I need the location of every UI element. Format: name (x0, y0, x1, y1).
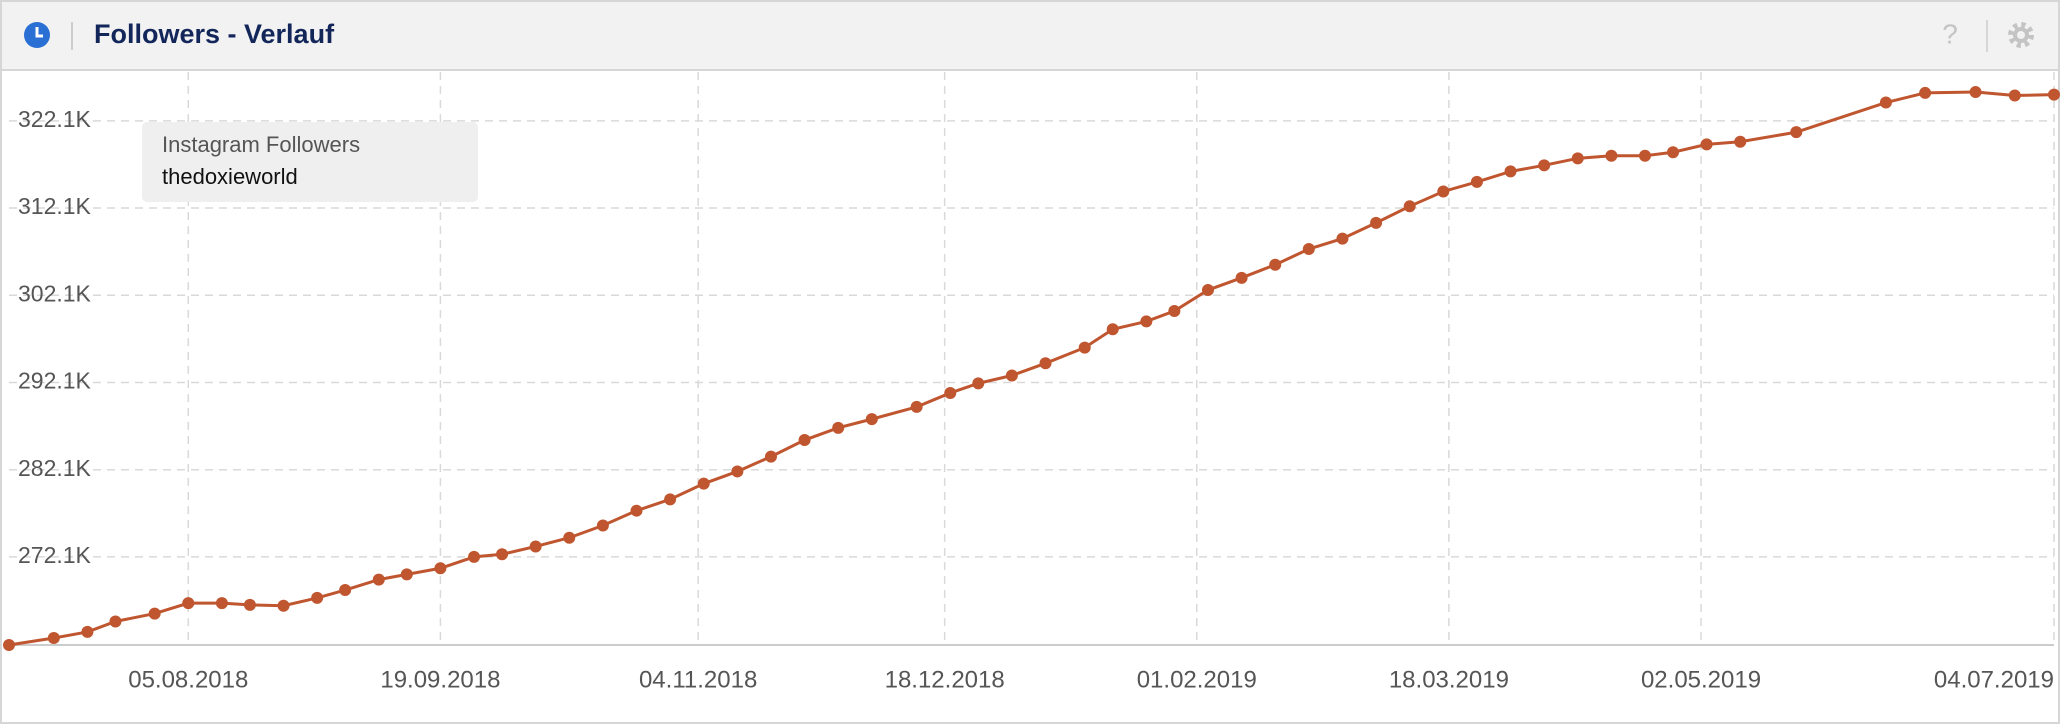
data-point (1269, 258, 1282, 271)
y-tick-label: 272.1K (18, 542, 92, 568)
x-tick-label: 01.02.2019 (1137, 666, 1257, 693)
data-point (865, 413, 878, 426)
data-point (1734, 135, 1747, 148)
data-point (1639, 149, 1651, 162)
data-point (1106, 323, 1119, 336)
data-point (311, 591, 324, 604)
data-point (563, 531, 576, 544)
data-point (1039, 357, 1052, 370)
y-tick-label: 282.1K (18, 455, 92, 481)
data-point (1403, 200, 1416, 213)
data-point (277, 599, 290, 612)
data-point (972, 377, 985, 390)
data-point (664, 493, 677, 506)
header-bar (2, 2, 2058, 70)
data-point (1470, 175, 1483, 188)
data-point (1879, 96, 1892, 109)
data-point (529, 540, 542, 553)
x-tick-label: 04.07.2019 (1934, 666, 2054, 693)
data-point (3, 639, 15, 651)
y-tick-label: 322.1K (18, 106, 92, 132)
data-point (400, 568, 413, 581)
data-point (468, 550, 481, 563)
data-point (1571, 152, 1584, 165)
data-point (944, 386, 957, 399)
legend-entry: thedoxieworld (162, 164, 298, 189)
data-point (1336, 232, 1349, 245)
data-point (339, 584, 352, 597)
x-tick-label: 19.09.2018 (380, 666, 500, 693)
data-point (81, 625, 94, 638)
help-button[interactable]: ? (1942, 18, 1958, 49)
data-point (1078, 341, 1091, 354)
data-point (1538, 159, 1551, 172)
title: Followers - Verlauf (94, 19, 335, 49)
data-point (731, 465, 744, 478)
data-point (1790, 126, 1803, 139)
data-point (47, 632, 60, 645)
x-tick-label: 02.05.2019 (1641, 666, 1761, 693)
data-point (1969, 86, 1982, 99)
data-point (1005, 369, 1018, 382)
data-point (496, 548, 509, 561)
data-point (372, 573, 385, 586)
data-point (832, 421, 845, 434)
data-point (2008, 89, 2021, 102)
data-point (1235, 271, 1248, 284)
data-point (1201, 284, 1214, 297)
data-point (148, 607, 161, 620)
x-tick-label: 05.08.2018 (128, 666, 248, 693)
legend-title: Instagram Followers (162, 132, 360, 157)
y-tick-label: 292.1K (18, 368, 92, 394)
data-point (1667, 146, 1680, 159)
data-point (910, 400, 923, 413)
x-tick-label: 18.03.2019 (1389, 666, 1509, 693)
data-point (243, 598, 256, 611)
data-point (1370, 216, 1383, 229)
data-point (764, 450, 777, 463)
y-tick-label: 312.1K (18, 193, 92, 219)
data-point (1140, 315, 1153, 328)
legend-box (142, 122, 478, 202)
data-point (1168, 304, 1181, 317)
y-tick-label: 302.1K (18, 280, 92, 306)
data-point (596, 519, 609, 532)
data-point (798, 434, 811, 447)
clock-icon (24, 22, 50, 48)
data-point (434, 562, 447, 575)
data-point (697, 477, 710, 490)
data-point (182, 597, 195, 610)
settings-button[interactable] (2008, 22, 2034, 48)
data-point (1605, 149, 1618, 162)
data-point (109, 615, 122, 628)
x-tick-label: 04.11.2018 (639, 666, 757, 693)
plot: 272.1K 282.1K 292.1K 302.1K 312.1K 322.1K 05.0… (3, 72, 2060, 693)
data-point (630, 504, 643, 517)
data-point (1437, 185, 1450, 198)
data-point (1700, 138, 1713, 151)
data-point (1919, 86, 1932, 99)
data-point (215, 597, 228, 610)
x-tick-label: 18.12.2018 (885, 666, 1005, 693)
data-point (1504, 165, 1517, 178)
data-point (2048, 88, 2060, 101)
data-point (1302, 243, 1315, 256)
